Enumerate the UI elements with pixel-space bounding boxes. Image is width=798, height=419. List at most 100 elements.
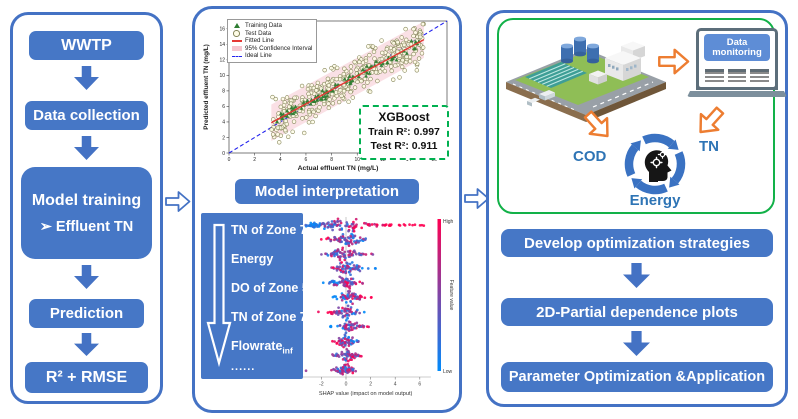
svg-text:-2: -2	[319, 382, 324, 388]
scatter-legend: Training Data Test Data Fitted Line 95% …	[227, 19, 318, 63]
svg-text:SHAP value (impact on model ou: SHAP value (impact on model output)	[319, 391, 413, 397]
train-r2-value: 0.997	[413, 126, 440, 138]
svg-text:16: 16	[431, 157, 437, 163]
data-monitoring-label: Data monitoring	[704, 34, 770, 61]
svg-text:2: 2	[222, 135, 225, 141]
feature-label: Energy	[231, 252, 274, 266]
step-develop-strategies: Develop optimization strategies	[501, 229, 773, 257]
panel-connector-arrow-icon	[165, 191, 191, 212]
down-arrow-icon	[74, 66, 99, 90]
model-name: XGBoost	[378, 110, 430, 124]
laptop-screen-content: Data monitoring	[699, 31, 775, 87]
step-label: 2D-Partial dependence plots	[536, 303, 738, 321]
flow-step-label: Model training	[31, 191, 142, 209]
flow-step-model-training: Model training ➢ Effluent TN	[21, 167, 152, 259]
monitoring-cycle-box: Data monitoring	[497, 18, 787, 214]
svg-text:10: 10	[354, 157, 360, 163]
svg-text:0: 0	[222, 151, 225, 157]
svg-text:High: High	[443, 219, 454, 225]
svg-text:4: 4	[222, 120, 225, 126]
flow-step-sublabel: ➢ Effluent TN	[39, 218, 134, 235]
ideal-line-icon	[231, 55, 242, 57]
middle-model-panel: 0 2 4 6 8 10 12 14 16 0 2 4 6 8 10 12 14 16 Actual effluen…	[192, 6, 462, 413]
svg-text:8: 8	[330, 157, 333, 163]
svg-text:6: 6	[305, 157, 308, 163]
fitted-line-icon	[231, 39, 242, 42]
legend-label: 95% Confidence Interval	[245, 44, 313, 52]
svg-text:2: 2	[253, 157, 256, 163]
svg-text:12: 12	[219, 58, 225, 64]
gears-icon	[650, 150, 668, 169]
laptop-base	[687, 91, 787, 97]
orange-flow-arrow-icon	[583, 110, 609, 138]
orange-flow-arrow-icon	[699, 106, 725, 134]
down-arrow-icon	[74, 333, 99, 356]
svg-text:Low: Low	[443, 369, 453, 375]
flowrate-subscript: inf	[282, 345, 293, 356]
down-arrow-icon	[623, 263, 650, 288]
flow-step-prediction: Prediction	[29, 299, 144, 328]
training-data-marker-icon	[231, 23, 242, 29]
legend-label: Training Data	[245, 22, 282, 29]
flow-step-label: Prediction	[49, 305, 124, 322]
feature-label: TN of Zone 7	[231, 310, 307, 324]
report-bars-icon	[705, 69, 770, 84]
feature-label: TN of Zone 7	[231, 223, 307, 237]
svg-text:12: 12	[380, 157, 386, 163]
flow-step-label: WWTP	[61, 36, 112, 54]
svg-text:Feature value: Feature value	[448, 280, 454, 311]
left-workflow-panel: WWTP Data collection Model training ➢ Ef…	[10, 12, 163, 404]
cycle-label-cod: COD	[573, 148, 607, 165]
shap-feature-panel: TN of Zone 7 Energy DO of Zone 5 TN of Z…	[201, 213, 309, 379]
head-silhouette-icon	[644, 150, 672, 182]
svg-text:6: 6	[222, 104, 225, 110]
legend-label: Fitted Line	[245, 37, 274, 45]
svg-text:8: 8	[222, 89, 225, 95]
flow-step-r2-rmse: R² + RMSE	[25, 362, 148, 393]
wwtp-plant-illustration	[506, 36, 666, 122]
orange-flow-arrow-icon	[658, 48, 690, 75]
feature-ellipsis: ......	[231, 361, 256, 373]
down-arrow-icon	[74, 265, 99, 289]
train-r2-label: Train R²:	[368, 126, 411, 138]
confidence-band-icon	[231, 46, 242, 52]
svg-text:4: 4	[394, 382, 397, 388]
down-arrow-icon	[74, 136, 99, 160]
svg-text:16: 16	[219, 27, 225, 33]
test-r2-label: Test R²:	[370, 140, 409, 152]
laptop: Data monitoring	[687, 28, 787, 97]
shap-beeswarm-plot: -2 0 2 4 6 SHAP value (impact on model output…	[302, 217, 454, 397]
model-interpretation-text: Model interpretation	[254, 183, 400, 200]
importance-down-arrow-icon	[206, 223, 232, 368]
svg-text:14: 14	[406, 157, 412, 163]
step-parameter-optimization: Parameter Optimization &Application	[501, 362, 773, 392]
data-monitoring-text: Data monitoring	[712, 36, 762, 58]
svg-text:0: 0	[228, 157, 231, 163]
step-2d-pdp: 2D-Partial dependence plots	[501, 298, 773, 326]
svg-text:14: 14	[219, 42, 225, 48]
step-label: Parameter Optimization &Application	[508, 369, 766, 385]
flowrate-base: Flowrate	[231, 339, 283, 353]
cycle-label-energy: Energy	[629, 192, 681, 209]
panel-connector-arrow-icon	[464, 188, 490, 209]
flow-step-wwtp: WWTP	[29, 31, 144, 60]
step-label: Develop optimization strategies	[524, 234, 750, 252]
cycle-label-tn: TN	[699, 138, 719, 155]
svg-text:Actual effluent TN (mg/L): Actual effluent TN (mg/L)	[298, 165, 379, 172]
flow-step-label: Data collection	[33, 107, 140, 124]
flow-step-label: R² + RMSE	[45, 368, 128, 386]
test-data-marker-icon	[231, 30, 242, 37]
legend-label: Ideal Line	[245, 52, 272, 60]
svg-text:0: 0	[345, 382, 348, 388]
test-r2-value: 0.911	[411, 140, 438, 152]
svg-text:4: 4	[279, 157, 282, 163]
laptop-screen: Data monitoring	[696, 28, 778, 90]
down-arrow-icon	[623, 331, 650, 356]
feature-label: DO of Zone 5	[231, 281, 309, 295]
feature-label-flowrate: Flowrateinf	[231, 339, 293, 356]
svg-text:2: 2	[369, 382, 372, 388]
optimization-cycle-icon	[624, 133, 686, 195]
svg-text:6: 6	[418, 382, 421, 388]
scatter-plot: 0 2 4 6 8 10 12 14 16 0 2 4 6 8 10 12 14 16 Actual effluen…	[203, 20, 448, 172]
